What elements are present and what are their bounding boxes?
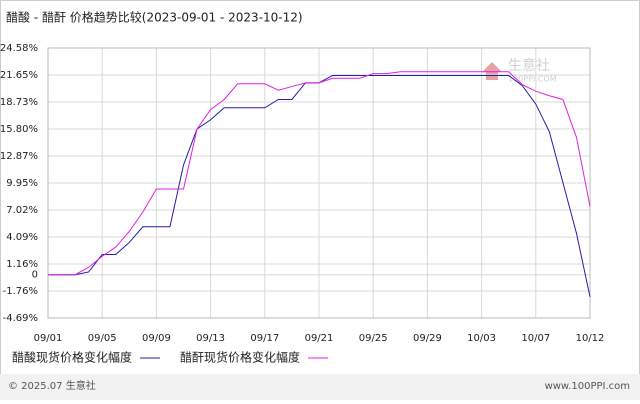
x-tick-label: 10/03 [467,333,496,344]
y-tick-label: 18.73% [0,97,38,108]
y-tick-label: 9.95% [6,178,38,189]
x-tick-label: 09/17 [250,333,279,344]
footer-band [0,374,640,400]
footer-left: © 2025.07 生意社 [8,379,96,392]
y-tick-label: 7.02% [6,205,38,216]
x-tick-label: 09/29 [413,333,442,344]
x-tick-label: 09/13 [196,333,225,344]
y-tick-label: 15.80% [0,124,38,135]
footer-right: www.100PPI.com [545,381,630,392]
y-tick-label: 0 [32,270,38,281]
series-line [48,71,591,276]
y-tick-label: 1.16% [6,259,38,270]
legend-label: 醋酐现货价格变化幅度 [180,350,300,365]
y-tick-label: -4.69% [3,313,38,324]
chart-title: 醋酸 - 醋酐 价格趋势比较(2023-09-01 - 2023-10-12) [6,10,303,25]
legend-label: 醋酸现货价格变化幅度 [12,350,132,365]
x-tick-label: 09/25 [359,333,388,344]
x-tick-label: 10/12 [576,333,605,344]
x-tick-label: 09/05 [88,333,117,344]
x-tick-label: 09/09 [142,333,171,344]
watermark-text: 生意社 [508,57,550,74]
y-tick-label: 4.09% [6,232,38,243]
plot-border [47,47,591,319]
y-tick-label: 21.65% [0,70,38,81]
x-tick-label: 09/21 [305,333,334,344]
x-tick-label: 10/07 [521,333,550,344]
y-tick-label: 12.87% [0,151,38,162]
y-tick-label: -1.76% [3,286,38,297]
watermark-url: 100PPI.COM [508,75,557,84]
x-tick-label: 09/01 [34,333,63,344]
y-tick-label: 24.58% [0,43,38,54]
